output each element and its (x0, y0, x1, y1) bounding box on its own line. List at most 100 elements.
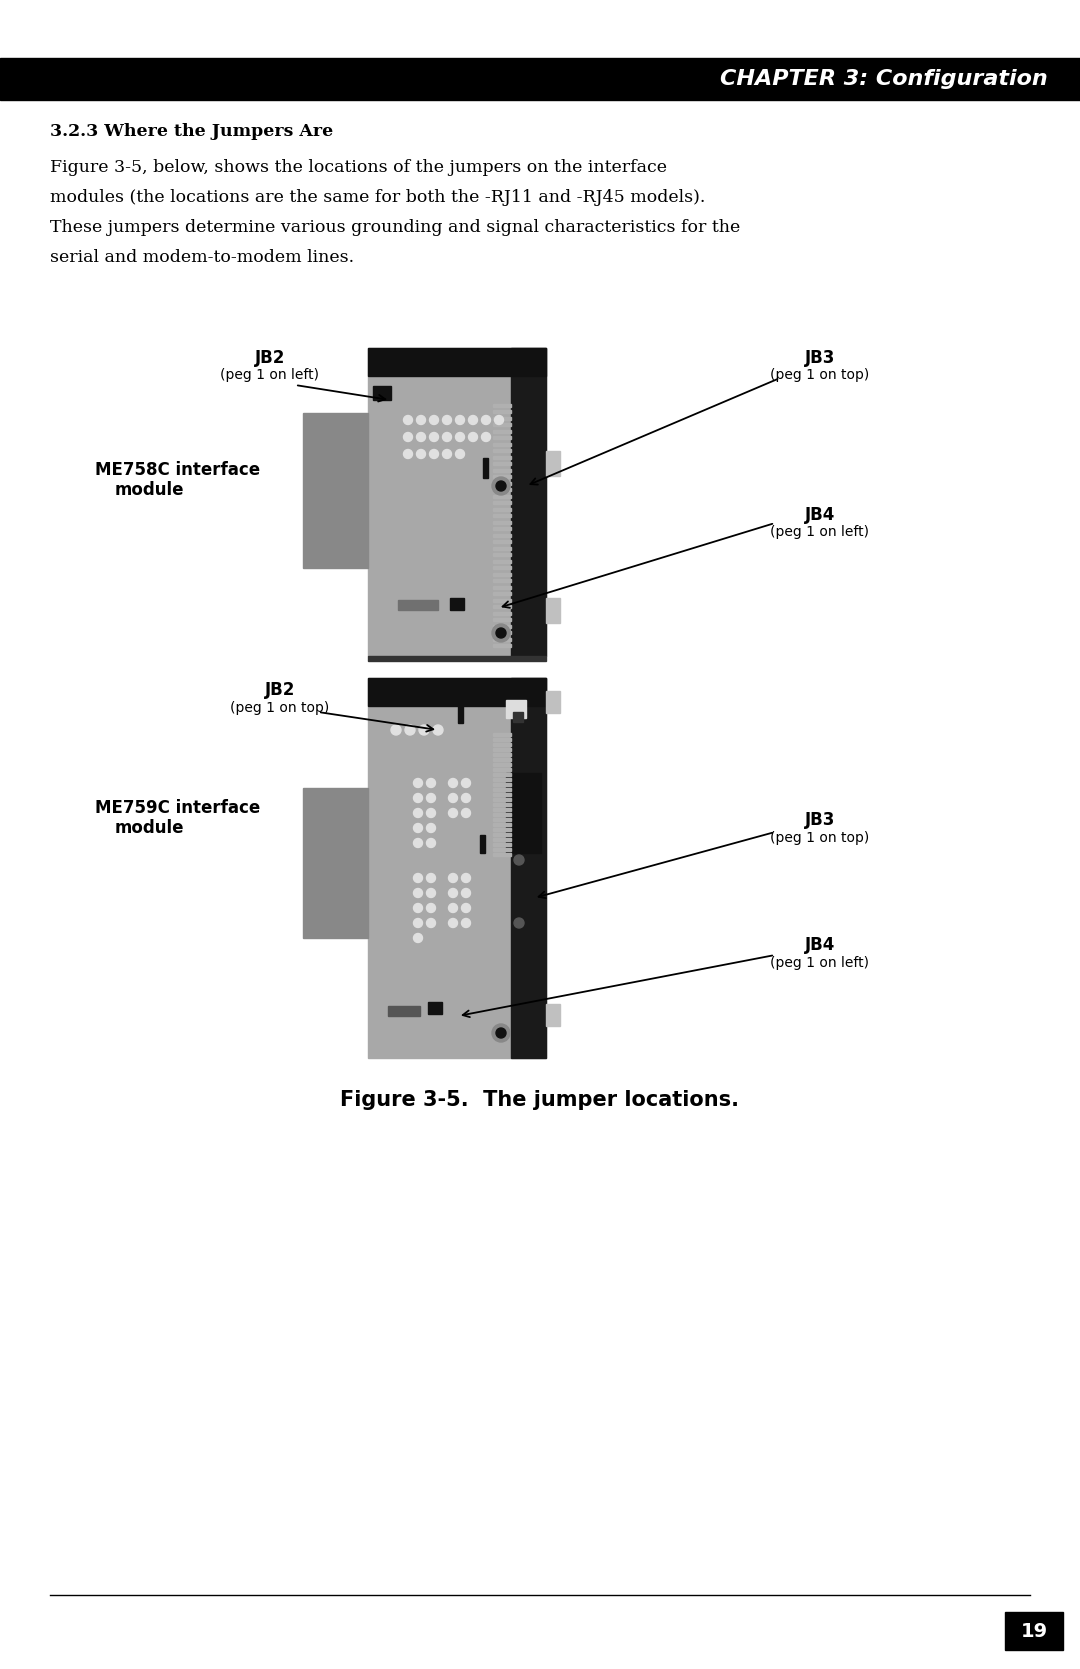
Text: (peg 1 on top): (peg 1 on top) (770, 831, 869, 845)
Circle shape (414, 918, 422, 928)
Text: JB2: JB2 (255, 349, 285, 367)
Bar (492, 638, 511, 641)
Circle shape (417, 449, 426, 459)
Bar (0, 58, 1080, 100)
Circle shape (443, 449, 451, 459)
Circle shape (414, 888, 422, 898)
Bar (492, 753, 511, 756)
Circle shape (461, 793, 471, 803)
Bar (303, 412, 368, 567)
Bar (492, 738, 511, 741)
Circle shape (427, 873, 435, 883)
Bar (546, 451, 561, 476)
Circle shape (492, 1025, 510, 1041)
Circle shape (419, 724, 429, 734)
Circle shape (448, 888, 458, 898)
Circle shape (495, 416, 503, 424)
Circle shape (456, 432, 464, 442)
Bar (480, 834, 485, 853)
Bar (492, 561, 511, 562)
Bar (492, 838, 511, 841)
Bar (492, 442, 511, 446)
Circle shape (496, 628, 507, 638)
Text: JB4: JB4 (805, 936, 835, 955)
Bar (492, 843, 511, 846)
Circle shape (448, 903, 458, 913)
Bar (492, 833, 511, 836)
Bar (492, 541, 511, 544)
Circle shape (496, 481, 507, 491)
Text: (peg 1 on top): (peg 1 on top) (230, 701, 329, 714)
Bar (492, 828, 511, 831)
Circle shape (433, 724, 443, 734)
Circle shape (461, 873, 471, 883)
Bar (483, 457, 488, 477)
Bar (388, 1006, 420, 1016)
Bar (492, 476, 511, 479)
Text: JB2: JB2 (265, 681, 295, 699)
Bar (513, 713, 523, 723)
Bar (492, 456, 511, 459)
Bar (492, 733, 511, 736)
Bar (492, 501, 511, 504)
Bar (492, 743, 511, 746)
Circle shape (448, 918, 458, 928)
Bar (492, 848, 511, 851)
Bar (492, 462, 511, 466)
Circle shape (405, 724, 415, 734)
Circle shape (404, 432, 413, 442)
Circle shape (430, 449, 438, 459)
Bar (511, 678, 546, 1058)
Circle shape (448, 778, 458, 788)
Bar (492, 534, 511, 537)
Circle shape (404, 449, 413, 459)
Bar (492, 783, 511, 786)
Bar (507, 773, 541, 853)
Text: module: module (114, 481, 185, 499)
Circle shape (427, 918, 435, 928)
Bar (492, 793, 511, 796)
Text: ME759C interface: ME759C interface (95, 799, 260, 818)
Bar (492, 489, 511, 491)
Bar (492, 778, 511, 781)
Text: Figure 3-5.  The jumper locations.: Figure 3-5. The jumper locations. (340, 1090, 740, 1110)
Bar (492, 521, 511, 524)
Bar (450, 598, 464, 609)
Bar (492, 619, 511, 621)
Circle shape (427, 808, 435, 818)
Circle shape (427, 823, 435, 833)
Bar (492, 803, 511, 806)
Circle shape (414, 903, 422, 913)
Bar (368, 656, 546, 661)
Bar (368, 349, 546, 656)
Bar (399, 599, 438, 609)
Text: These jumpers determine various grounding and signal characteristics for the: These jumpers determine various groundin… (50, 220, 740, 237)
Bar (492, 599, 511, 603)
Bar (546, 691, 561, 713)
Bar (492, 424, 511, 427)
Bar (492, 613, 511, 614)
Bar (492, 507, 511, 511)
Text: serial and modem-to-modem lines.: serial and modem-to-modem lines. (50, 249, 354, 267)
Circle shape (414, 808, 422, 818)
Bar (492, 431, 511, 432)
Bar (492, 469, 511, 472)
Bar (492, 579, 511, 582)
Circle shape (492, 624, 510, 643)
Circle shape (427, 793, 435, 803)
Circle shape (461, 778, 471, 788)
Circle shape (461, 888, 471, 898)
Circle shape (414, 933, 422, 943)
Circle shape (427, 838, 435, 848)
Circle shape (456, 449, 464, 459)
Text: (peg 1 on top): (peg 1 on top) (770, 367, 869, 382)
Circle shape (461, 918, 471, 928)
Bar (492, 606, 511, 609)
Bar (492, 748, 511, 751)
Circle shape (427, 903, 435, 913)
Bar (492, 572, 511, 576)
Bar (492, 566, 511, 569)
Bar (492, 404, 511, 407)
Circle shape (427, 778, 435, 788)
Circle shape (414, 873, 422, 883)
